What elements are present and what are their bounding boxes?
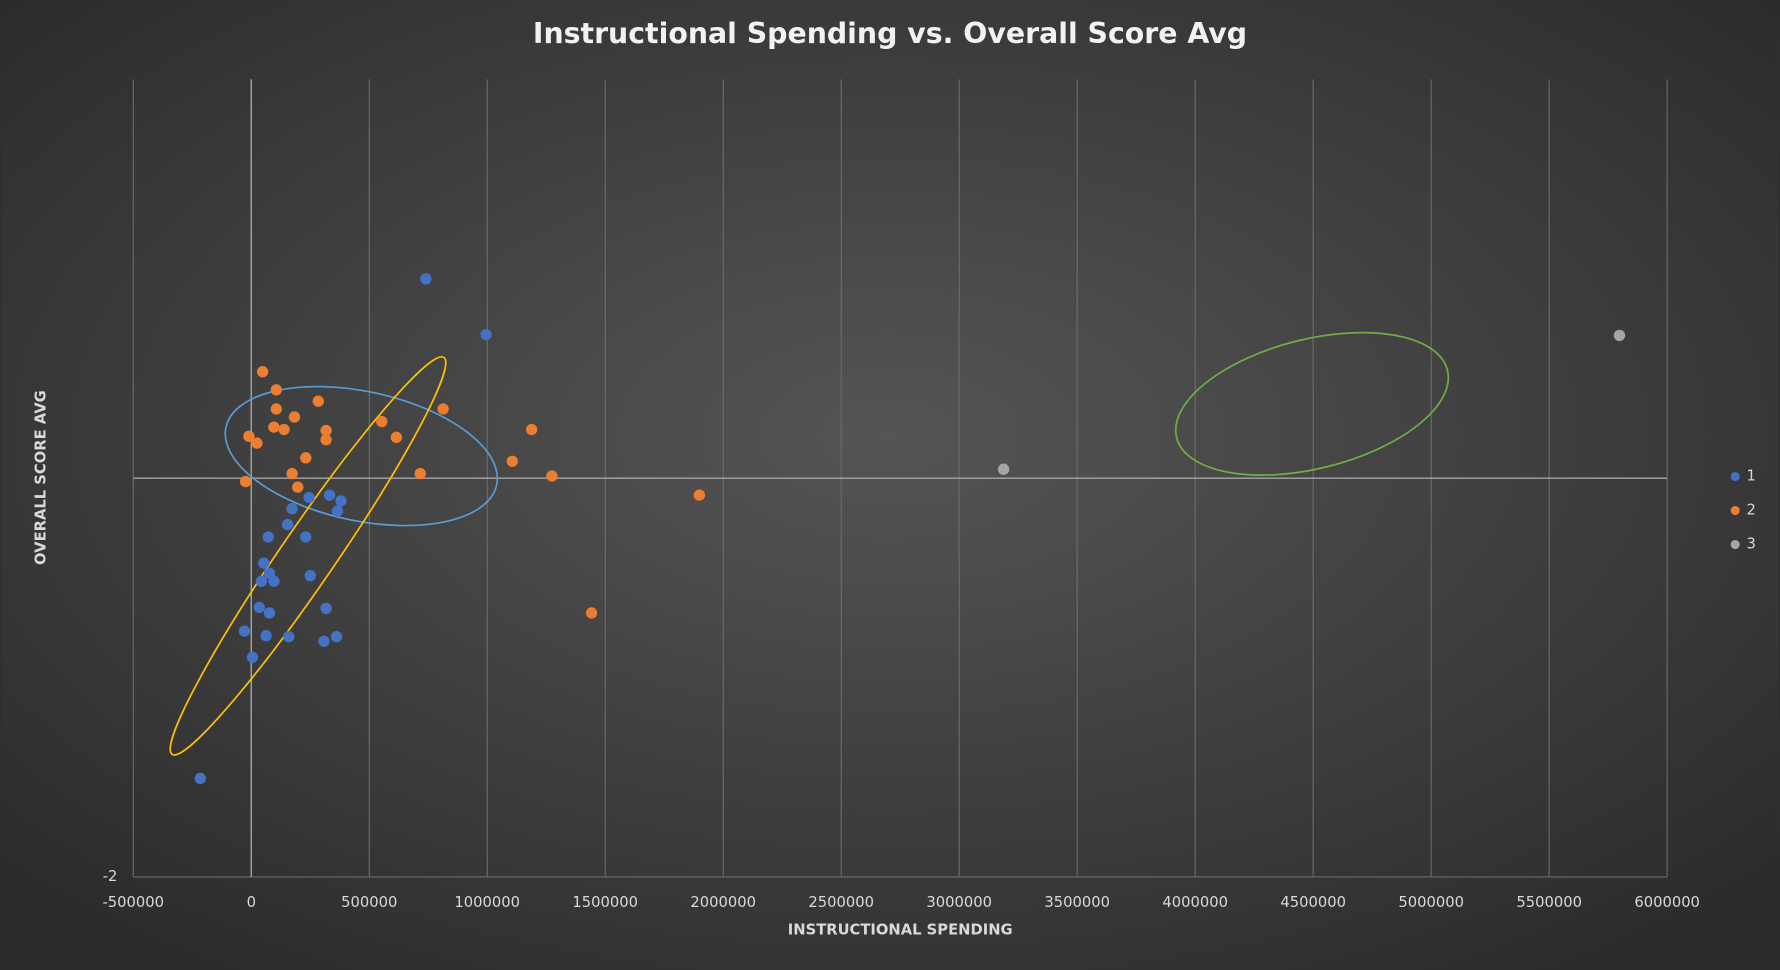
point [437,403,449,415]
ellipse [1174,331,1450,476]
x-tick-label: 1500000 [572,894,638,911]
x-tick-label: 4000000 [1162,894,1228,911]
legend-label: 1 [1747,467,1756,484]
y-tick-label: -2 [103,868,118,885]
point [303,491,315,504]
point [323,489,336,501]
point [1613,329,1626,342]
point [300,531,312,543]
legend-marker [1730,540,1740,550]
point [331,505,344,517]
point [281,518,294,531]
x-tick-label: -500000 [102,894,164,911]
point [286,503,298,515]
x-tick-label: 2000000 [690,894,756,911]
point [255,575,268,587]
point [263,607,276,619]
x-tick-label: 1000000 [454,894,520,911]
point [304,570,316,582]
point [330,631,343,643]
point [546,470,558,482]
x-tick-label: 4500000 [1280,894,1346,911]
point [585,607,598,619]
point [258,557,270,569]
point [300,452,312,464]
x-tick-label: 5000000 [1398,894,1464,911]
point [320,434,332,446]
point [238,625,251,637]
legend-marker [1730,505,1740,516]
point [256,366,269,378]
annotation-ellipses [169,331,1450,756]
point [320,424,332,437]
point [270,403,282,415]
point [268,421,280,433]
point [288,411,301,423]
point [253,601,265,614]
chart-title: Instructional Spending vs. Overall Score… [533,17,1247,50]
point [292,481,304,493]
point [268,575,280,587]
x-tick-label: 3000000 [926,894,992,911]
x-tick-label: 5500000 [1516,894,1582,911]
point [283,631,295,643]
point [251,437,263,449]
x-tick-label: 0 [247,894,256,911]
point [270,384,282,396]
plot-area: -500000 0 500000 1000000 1500000 2000000 25000… [102,79,1700,911]
point [335,495,347,507]
x-tick-label: 6000000 [1634,894,1700,911]
legend-label: 2 [1747,502,1756,519]
point [420,273,432,285]
point [194,772,206,785]
ellipse [169,356,447,756]
point [278,423,290,436]
legend-label: 3 [1747,536,1756,553]
ellipse [224,385,499,527]
point [525,423,538,436]
point [243,430,255,442]
point [414,467,426,480]
point [376,415,388,428]
point [312,395,324,407]
point [390,431,403,443]
point [286,467,298,480]
y-axis-title: OVERALL SCORE AVG [32,390,49,565]
point [260,630,272,642]
point [693,489,706,501]
x-axis-title: INSTRUCTIONAL SPENDING [788,921,1013,938]
point [320,602,332,615]
point [318,635,330,647]
x-tick-label: 2500000 [808,894,874,911]
point [480,328,492,341]
x-tick-label: 3500000 [1044,894,1110,911]
point [997,463,1010,475]
point [239,475,252,488]
marks: 1 2 3 [194,273,1756,785]
legend-marker [1730,471,1740,482]
point [262,531,274,543]
point [506,455,518,467]
x-tick-label: 500000 [341,894,397,911]
point [246,651,259,663]
